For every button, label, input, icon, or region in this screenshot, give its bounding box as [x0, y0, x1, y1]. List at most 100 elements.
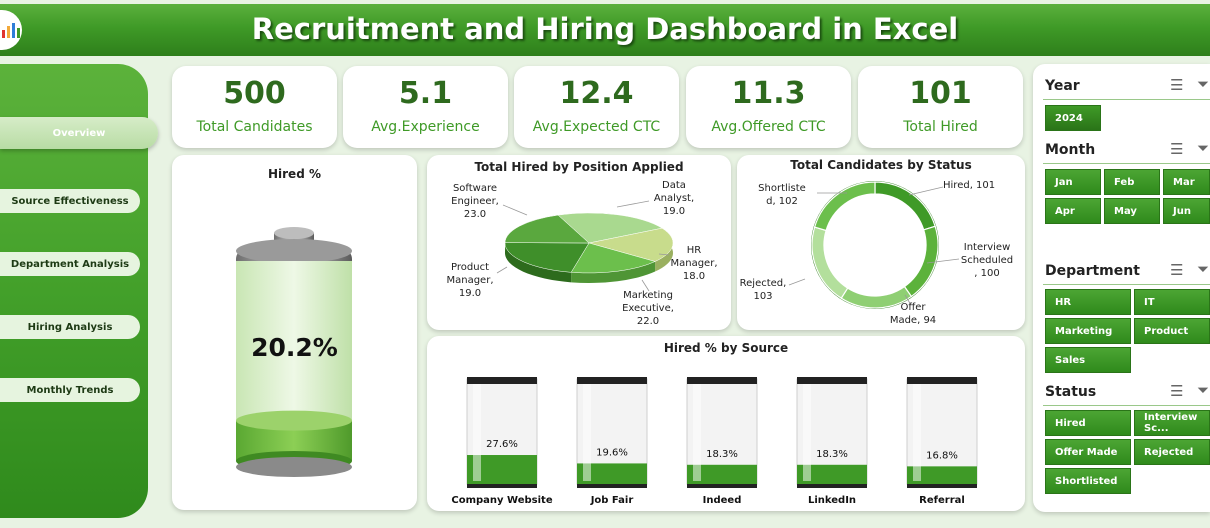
clear-filter-icon[interactable]: ⏷ [1197, 382, 1210, 399]
bar-fill [797, 464, 867, 484]
pie-label-software-engineer: Software Engineer, 23.0 [451, 183, 499, 220]
filter-dept-marketing[interactable]: Marketing [1045, 318, 1131, 344]
divider [1043, 405, 1210, 406]
nav-monthly-trends[interactable]: Monthly Trends [0, 378, 140, 402]
filter-status-rejected[interactable]: Rejected [1134, 439, 1210, 465]
filter-status-offer-made[interactable]: Offer Made [1045, 439, 1131, 465]
bar-category-label: Job Fair [590, 495, 634, 506]
nav-department-analysis[interactable]: Department Analysis [0, 252, 140, 276]
clear-filter-icon[interactable]: ⏷ [1197, 261, 1210, 278]
kpi-value: 5.1 [398, 76, 453, 111]
filter-month-may[interactable]: May [1104, 198, 1160, 224]
kpi-value: 101 [909, 76, 972, 111]
multi-select-icon[interactable]: ☰ [1170, 141, 1184, 158]
clear-filter-icon[interactable]: ⏷ [1197, 140, 1210, 157]
filter-title-status: Status [1045, 384, 1097, 400]
status-donut-chart [788, 181, 960, 309]
bar-cap-bottom [577, 481, 647, 488]
donut-label-hired: Hired, 101 [943, 180, 996, 191]
hired-percent-value: 20.2% [251, 333, 338, 362]
bar-cap-top [467, 377, 537, 384]
leader-line [788, 278, 806, 286]
nav-hiring-analysis[interactable]: Hiring Analysis [0, 315, 140, 339]
bar-highlight [583, 384, 591, 481]
leader-line [658, 253, 670, 256]
chart-title: Hired % by Source [663, 341, 789, 355]
source-bar-panel: Hired % by Source 27.6% Company Website 19… [427, 336, 1025, 511]
donut-label-rejected: Rejected, 103 [739, 278, 787, 302]
pie-slice-product-manager [504, 214, 590, 244]
bar-cap-top [687, 377, 757, 384]
bar-category-label: Indeed [703, 495, 742, 506]
divider [1043, 163, 1210, 164]
nav-source-effectiveness[interactable]: Source Effectiveness [0, 189, 140, 213]
filter-status-shortlisted[interactable]: Shortlisted [1045, 468, 1131, 494]
position-pie-chart [496, 200, 674, 292]
filter-status-interview[interactable]: Interview Sc... [1134, 410, 1210, 436]
bar-category-label: LinkedIn [808, 495, 856, 506]
pie-label-marketing-executive: Marketing Executive, 22.0 [622, 290, 674, 327]
bar-cap-top [797, 377, 867, 384]
kpi-value: 500 [223, 76, 286, 111]
filter-month-feb[interactable]: Feb [1104, 169, 1160, 195]
source-bar-chart: 27.6% Company Website 19.6% Job Fair 18.3% In… [451, 377, 978, 506]
filter-dept-hr[interactable]: HR [1045, 289, 1131, 315]
page-title: Recruitment and Hiring Dashboard in Exce… [251, 12, 959, 46]
bar-cap-bottom [907, 481, 977, 488]
filter-month-apr[interactable]: Apr [1045, 198, 1101, 224]
bar-value-label: 18.3% [706, 449, 738, 460]
filter-status-hired[interactable]: Hired [1045, 410, 1131, 436]
bar-fill [907, 466, 977, 484]
kpi-avg-expected-ctc: 12.4 Avg.Expected CTC [514, 66, 679, 148]
filter-month-jan[interactable]: Jan [1045, 169, 1101, 195]
filter-year-2024[interactable]: 2024 [1045, 105, 1101, 131]
bar-value-label: 19.6% [596, 447, 628, 458]
chart-title: Total Candidates by Status [790, 158, 972, 172]
battery-fill-top [236, 410, 352, 431]
pie-label-hr-manager: HR Manager, 18.0 [670, 245, 718, 282]
leader-line [502, 204, 528, 216]
divider [1043, 284, 1210, 285]
filter-month-jun[interactable]: Jun [1163, 198, 1210, 224]
multi-select-icon[interactable]: ☰ [1170, 383, 1184, 400]
kpi-avg-experience: 5.1 Avg.Experience [343, 66, 508, 148]
bar-cap-bottom [797, 481, 867, 488]
filter-title-month: Month [1045, 142, 1096, 158]
source-bar-company-website: 27.6% Company Website [451, 377, 553, 506]
bar-fill [687, 464, 757, 484]
bar-value-label: 27.6% [486, 439, 518, 450]
filter-dept-it[interactable]: IT [1134, 289, 1210, 315]
bar-highlight [803, 384, 811, 481]
kpi-avg-offered-ctc: 11.3 Avg.Offered CTC [686, 66, 851, 148]
pie-label-product-manager: Product Manager, 19.0 [446, 262, 494, 299]
leader-line [926, 258, 960, 264]
battery-gauge [236, 227, 352, 477]
panel-title: Hired % [267, 167, 321, 181]
pie-slice-data-analyst [588, 227, 674, 262]
pie-slice-side [505, 242, 572, 283]
pie-label-data-analyst: Data Analyst, 19.0 [653, 180, 695, 217]
nav-overview[interactable]: Overview [0, 117, 158, 149]
filter-month-mar[interactable]: Mar [1163, 169, 1210, 195]
leader-line [904, 294, 912, 306]
pie-slice-hr-manager [570, 242, 656, 274]
source-bar-indeed: 18.3% Indeed [686, 377, 758, 506]
divider [1043, 99, 1210, 100]
filter-dept-product[interactable]: Product [1134, 318, 1210, 344]
donut-hole [824, 194, 926, 296]
bar-category-label: Referral [919, 495, 965, 506]
source-bar-job-fair: 19.6% Job Fair [576, 377, 648, 506]
bar-fill [577, 463, 647, 484]
kpi-value: 12.4 [559, 76, 634, 111]
clear-filter-icon[interactable]: ⏷ [1197, 76, 1210, 93]
multi-select-icon[interactable]: ☰ [1170, 77, 1184, 94]
kpi-total-candidates: 500 Total Candidates [172, 66, 337, 148]
filter-dept-sales[interactable]: Sales [1045, 347, 1131, 373]
pie-slice-marketing-executive [504, 242, 590, 273]
multi-select-icon[interactable]: ☰ [1170, 262, 1184, 279]
kpi-label: Avg.Offered CTC [711, 119, 826, 135]
kpi-total-hired: 101 Total Hired [858, 66, 1023, 148]
kpi-label: Total Hired [903, 119, 978, 135]
kpi-label: Avg.Expected CTC [532, 119, 661, 135]
kpi-label: Avg.Experience [371, 119, 480, 135]
